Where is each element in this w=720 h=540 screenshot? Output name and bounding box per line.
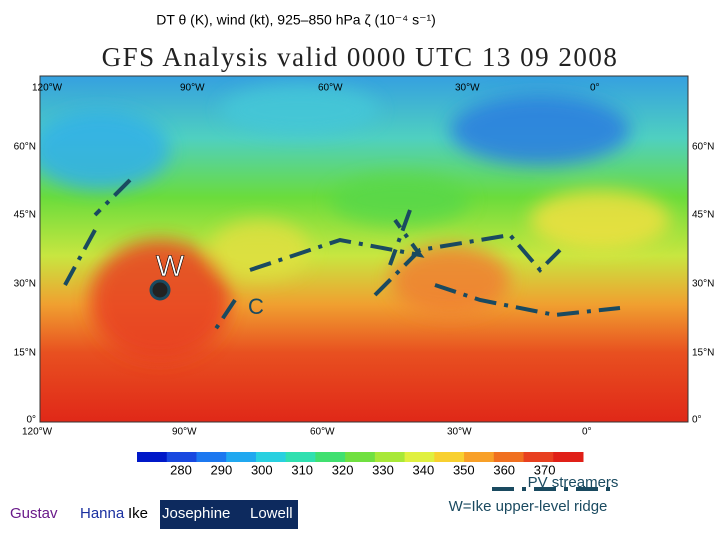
colorbar-label: 350 [453,462,475,477]
colorbar-cell [226,452,257,462]
colorbar-label: 340 [413,462,435,477]
colorbar-cell [404,452,435,462]
colorbar-label: 370 [534,462,556,477]
colorbar-cell [493,452,525,462]
lat-label: 0° [26,415,36,426]
colorbar-cell [166,452,197,462]
colorbar-cell [434,452,465,462]
lon-label: 90°W [180,83,205,94]
lat-label: 60°N [14,142,36,153]
storm-name: Gustav [10,505,58,522]
colorbar-label: 300 [251,462,273,477]
storm-name: Ike [128,505,148,522]
highlight-box [160,500,298,529]
colorbar-cell [464,452,495,462]
lat-label: 30°N [692,279,714,290]
colorbar-cell [374,452,406,462]
colorbar-cell [345,452,376,462]
lat-label: 15°N [692,348,714,359]
lon-label: 60°W [310,427,335,438]
legend-label: PV streamers [528,474,619,491]
colorbar-cell [255,452,287,462]
colorbar-label: 330 [372,462,394,477]
lat-label: 60°N [692,142,714,153]
lon-label: 120°W [22,427,53,438]
lon-label: 0° [582,427,592,438]
storm-name: Josephine [162,505,230,522]
lat-label: 30°N [14,279,36,290]
storm-name: Lowell [250,505,293,522]
legend-label: W=Ike upper-level ridge [449,498,608,515]
colorbar-label: 280 [170,462,192,477]
colorbar-cell [196,452,227,462]
lat-label: 45°N [14,210,36,221]
lon-label: 30°W [447,427,472,438]
lon-label: 0° [590,83,600,94]
colorbar-label: 360 [493,462,515,477]
marker-label: C [248,294,264,319]
colorbar-cell [285,452,316,462]
colorbar-label: 320 [332,462,354,477]
storm-name: Hanna [80,505,125,522]
colorbar-label: 290 [211,462,233,477]
marker-label: W [156,250,185,283]
colorbar-cell [523,452,554,462]
map-field [40,76,688,422]
colorbar-cell [315,452,346,462]
colorbar-cell [553,452,584,462]
lon-label: 120°W [32,83,63,94]
header: DT θ (K), wind (kt), 925–850 hPa ζ (10⁻⁴… [156,12,436,28]
lat-label: 45°N [692,210,714,221]
lat-label: 0° [692,415,702,426]
lat-label: 15°N [14,348,36,359]
map-frame [39,75,689,423]
colorbar-label: 310 [291,462,313,477]
colorbar-cell [137,452,168,462]
lon-label: 60°W [318,83,343,94]
colorbar: 280 290 300 310 320 330 340 350 360 370 [137,452,584,477]
map-title: GFS Analysis valid 0000 UTC 13 09 2008 [102,42,619,72]
lon-label: 30°W [455,83,480,94]
lon-label: 90°W [172,427,197,438]
legend: PV streamers W=Ike upper-level ridge [449,474,619,515]
